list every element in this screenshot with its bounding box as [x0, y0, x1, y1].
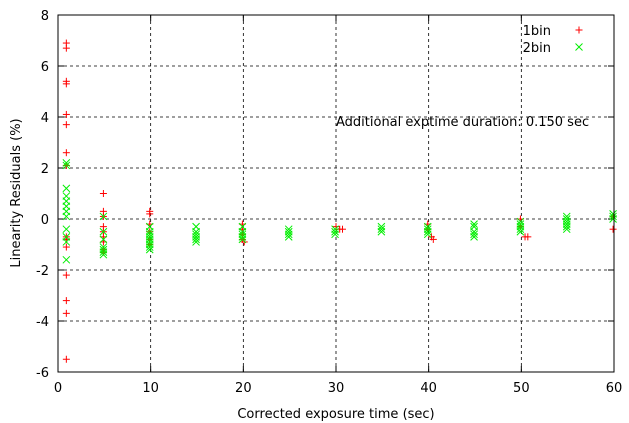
x-tick-label: 40: [420, 381, 437, 396]
data-point-2bin: [516, 225, 525, 234]
y-tick-label: 4: [41, 111, 49, 126]
y-axis-title: Linearity Residuals (%): [9, 118, 24, 267]
data-point-2bin: [99, 227, 108, 236]
data-point-1bin: [99, 190, 107, 197]
data-point-2bin: [62, 161, 71, 170]
data-point-2bin: [562, 225, 571, 234]
data-point-2bin: [238, 232, 247, 241]
data-point-1bin: [62, 121, 70, 129]
data-point-1bin: [62, 271, 70, 279]
legend-marker-2bin: [575, 43, 583, 51]
data-point-2bin: [284, 230, 293, 239]
y-tick-label: -2: [36, 264, 49, 279]
data-point-2bin: [62, 255, 71, 264]
data-point-2bin: [62, 238, 71, 246]
data-point-1bin: [62, 44, 70, 52]
x-tick-label: 20: [235, 381, 252, 396]
data-point-2bin: [62, 225, 71, 234]
y-tick-label: -4: [36, 315, 49, 330]
legend-label-2bin: 2bin: [523, 41, 551, 56]
data-point-2bin: [62, 212, 71, 221]
data-point-2bin: [562, 222, 571, 231]
data-point-2bin: [377, 227, 386, 236]
data-point-1bin: [524, 233, 532, 241]
data-point-1bin: [62, 297, 70, 305]
data-point-2bin: [609, 212, 617, 221]
legend-marker-1bin: [575, 26, 583, 34]
y-tick-label: 0: [41, 213, 49, 228]
data-point-2bin: [145, 245, 154, 254]
data-point-1bin: [62, 243, 70, 251]
x-tick-label: 0: [54, 381, 62, 396]
y-tick-label: 2: [41, 162, 49, 177]
data-point-2bin: [609, 215, 617, 223]
data-point-2bin: [192, 235, 200, 244]
data-point-2bin: [470, 230, 478, 239]
data-point-2bin: [99, 248, 108, 257]
x-tick-label: 60: [606, 381, 623, 396]
data-point-1bin: [62, 80, 70, 88]
legend: 1bin 2bin: [523, 24, 583, 56]
x-tick-label: 10: [142, 381, 159, 396]
y-tick-label: -6: [36, 366, 49, 381]
data-point-2bin: [423, 230, 432, 239]
annotation-text: Additional exptime duration: 0.150 sec: [336, 115, 589, 130]
x-tick-label: 30: [328, 381, 345, 396]
data-point-2bin: [62, 184, 71, 193]
data-point-2bin: [192, 238, 200, 246]
data-point-2bin: [284, 232, 293, 241]
data-point-1bin: [146, 210, 154, 218]
data-point-1bin: [332, 223, 340, 231]
data-point-2bin: [377, 225, 386, 234]
data-point-2bin: [145, 243, 154, 251]
data-point-2bin: [62, 159, 71, 167]
data-point-1bin: [609, 225, 617, 233]
data-point-2bin: [99, 250, 108, 259]
data-point-1bin: [62, 110, 70, 118]
legend-label-1bin: 1bin: [523, 24, 551, 39]
data-point-2bin: [470, 232, 478, 241]
x-axis-title: Corrected exposure time (sec): [237, 407, 434, 422]
data-point-2bin: [331, 230, 339, 239]
y-tick-label: 8: [41, 9, 49, 24]
data-point-2bin: [238, 235, 247, 244]
plot-frame: [57, 14, 615, 373]
data-point-1bin: [62, 355, 70, 363]
y-tick-label: 6: [41, 60, 49, 75]
data-point-1bin: [429, 235, 437, 243]
data-point-2bin: [423, 227, 432, 236]
x-tick-label: 50: [513, 381, 530, 396]
data-point-2bin: [99, 212, 108, 221]
points-layer: [62, 39, 617, 363]
ticks-layer: 0 10 20 30 40 50 60 -6 -4 -2 0 2 4 6 8: [36, 9, 622, 396]
grid-layer: [58, 15, 614, 372]
data-point-1bin: [62, 309, 70, 317]
data-point-1bin: [62, 149, 70, 157]
data-point-2bin: [331, 227, 339, 236]
data-point-2bin: [99, 235, 108, 244]
data-point-2bin: [516, 227, 525, 236]
data-point-1bin: [338, 225, 346, 233]
data-point-2bin: [470, 220, 478, 228]
